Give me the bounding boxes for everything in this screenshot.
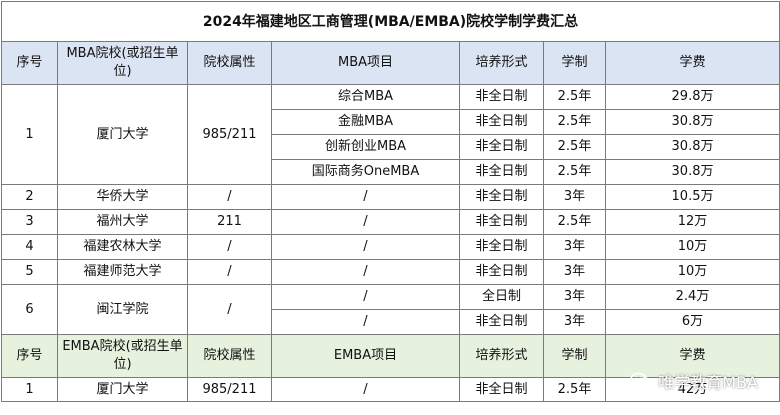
row-program: / [271,309,460,335]
row-years: 3年 [543,234,606,260]
table-row: 国际商务OneMBA 非全日制 2.5年 30.8万 [2,159,780,185]
row-years: 3年 [543,184,606,210]
row-fee: 30.8万 [604,159,780,185]
row-attr: / [187,234,272,260]
row-years: 2.5年 [543,84,606,110]
row-fee: 10.5万 [604,184,780,210]
emba-header-years: 学制 [543,334,606,378]
emba-header-row: 序号 EMBA院校(或招生单位) 院校属性 EMBA项目 培养形式 学制 学费 [1,334,780,378]
emba-header-attr: 院校属性 [187,334,272,378]
row-fee: 2.4万 [604,284,780,310]
emba-header-no: 序号 [1,334,58,378]
row-attr: / [187,284,272,335]
header-fee: 学费 [604,41,780,85]
table-title: 2024年福建地区工商管理(MBA/EMBA)院校学制学费汇总 [0,1,780,42]
row-fee: 42万 [604,377,780,402]
row-fee: 12万 [604,209,780,235]
row-fee: 6万 [604,309,780,335]
table-row: 4 福建农林大学 / / 非全日制 3年 10万 [1,234,780,260]
row-attr: / [187,259,272,285]
row-form: 非全日制 [459,234,544,260]
row-program: / [271,234,460,260]
row-program: 创新创业MBA [271,134,460,160]
table-row: 5 福建师范大学 / / 非全日制 3年 10万 [1,259,780,285]
row-no: 1 [1,377,58,402]
table-row: 金融MBA 非全日制 2.5年 30.8万 [2,109,780,135]
header-years: 学制 [543,41,606,85]
row-years: 2.5年 [543,134,606,160]
row-program: 金融MBA [271,109,460,135]
row-school: 华侨大学 [57,184,188,210]
table-row: 3 福州大学 211 / 非全日制 2.5年 12万 [1,209,780,235]
mba-header-row: 序号 MBA院校(或招生单位) 院校属性 MBA项目 培养形式 学制 学费 [1,41,780,85]
row-program: / [271,184,460,210]
row-no: 1 [1,84,58,185]
row-form: 非全日制 [459,109,544,135]
row-years: 2.5年 [543,159,606,185]
table-row: 1 厦门大学 985/211 综合MBA 非全日制 2.5年 29.8万 [1,84,780,185]
row-fee: 30.8万 [604,109,780,135]
row-no: 4 [1,234,58,260]
emba-header-fee: 学费 [604,334,780,378]
row-form: 非全日制 [459,209,544,235]
emba-header-program: EMBA项目 [271,334,460,378]
table-row: 2 华侨大学 / / 非全日制 3年 10.5万 [1,184,780,210]
header-school: MBA院校(或招生单位) [57,41,188,85]
row-years: 3年 [543,309,606,335]
row-no: 6 [1,284,58,335]
row-program: / [271,209,460,235]
row-fee: 30.8万 [604,134,780,160]
header-program: MBA项目 [271,41,460,85]
row-no: 2 [1,184,58,210]
row-fee: 29.8万 [604,84,780,110]
row-form: 全日制 [459,284,544,310]
row-school: 厦门大学 [57,84,188,185]
row-years: 2.5年 [543,377,606,402]
row-school: 福建师范大学 [57,259,188,285]
row-program: 国际商务OneMBA [271,159,460,185]
row-school: 闽江学院 [57,284,188,335]
row-fee: 10万 [604,234,780,260]
header-no: 序号 [1,41,58,85]
row-form: 非全日制 [459,259,544,285]
table-row: 1 厦门大学 985/211 / 非全日制 2.5年 42万 [1,377,780,402]
fee-summary-table: 2024年福建地区工商管理(MBA/EMBA)院校学制学费汇总 序号 MBA院校… [0,1,780,402]
row-years: 3年 [543,284,606,310]
header-attr: 院校属性 [187,41,272,85]
row-school: 福州大学 [57,209,188,235]
row-form: 非全日制 [459,134,544,160]
row-years: 3年 [543,259,606,285]
row-school: 厦门大学 [57,377,188,402]
row-form: 非全日制 [459,159,544,185]
row-program: / [271,284,460,310]
emba-header-school: EMBA院校(或招生单位) [57,334,188,378]
row-program: / [271,259,460,285]
row-program: 综合MBA [271,84,460,110]
row-form: 非全日制 [459,84,544,110]
table-row: 6 闽江学院 / / 全日制 3年 2.4万 [1,284,780,335]
row-attr: 985/211 [187,377,272,402]
row-form: 非全日制 [459,309,544,335]
row-fee: 10万 [604,259,780,285]
row-attr: 985/211 [187,84,272,185]
row-school: 福建农林大学 [57,234,188,260]
row-years: 2.5年 [543,209,606,235]
table-row: 创新创业MBA 非全日制 2.5年 30.8万 [2,134,780,160]
row-form: 非全日制 [459,184,544,210]
row-years: 2.5年 [543,109,606,135]
row-program: / [271,377,460,402]
row-attr: 211 [187,209,272,235]
row-no: 3 [1,209,58,235]
emba-header-form: 培养形式 [459,334,544,378]
header-form: 培养形式 [459,41,544,85]
row-no: 5 [1,259,58,285]
row-form: 非全日制 [459,377,544,402]
row-attr: / [187,184,272,210]
